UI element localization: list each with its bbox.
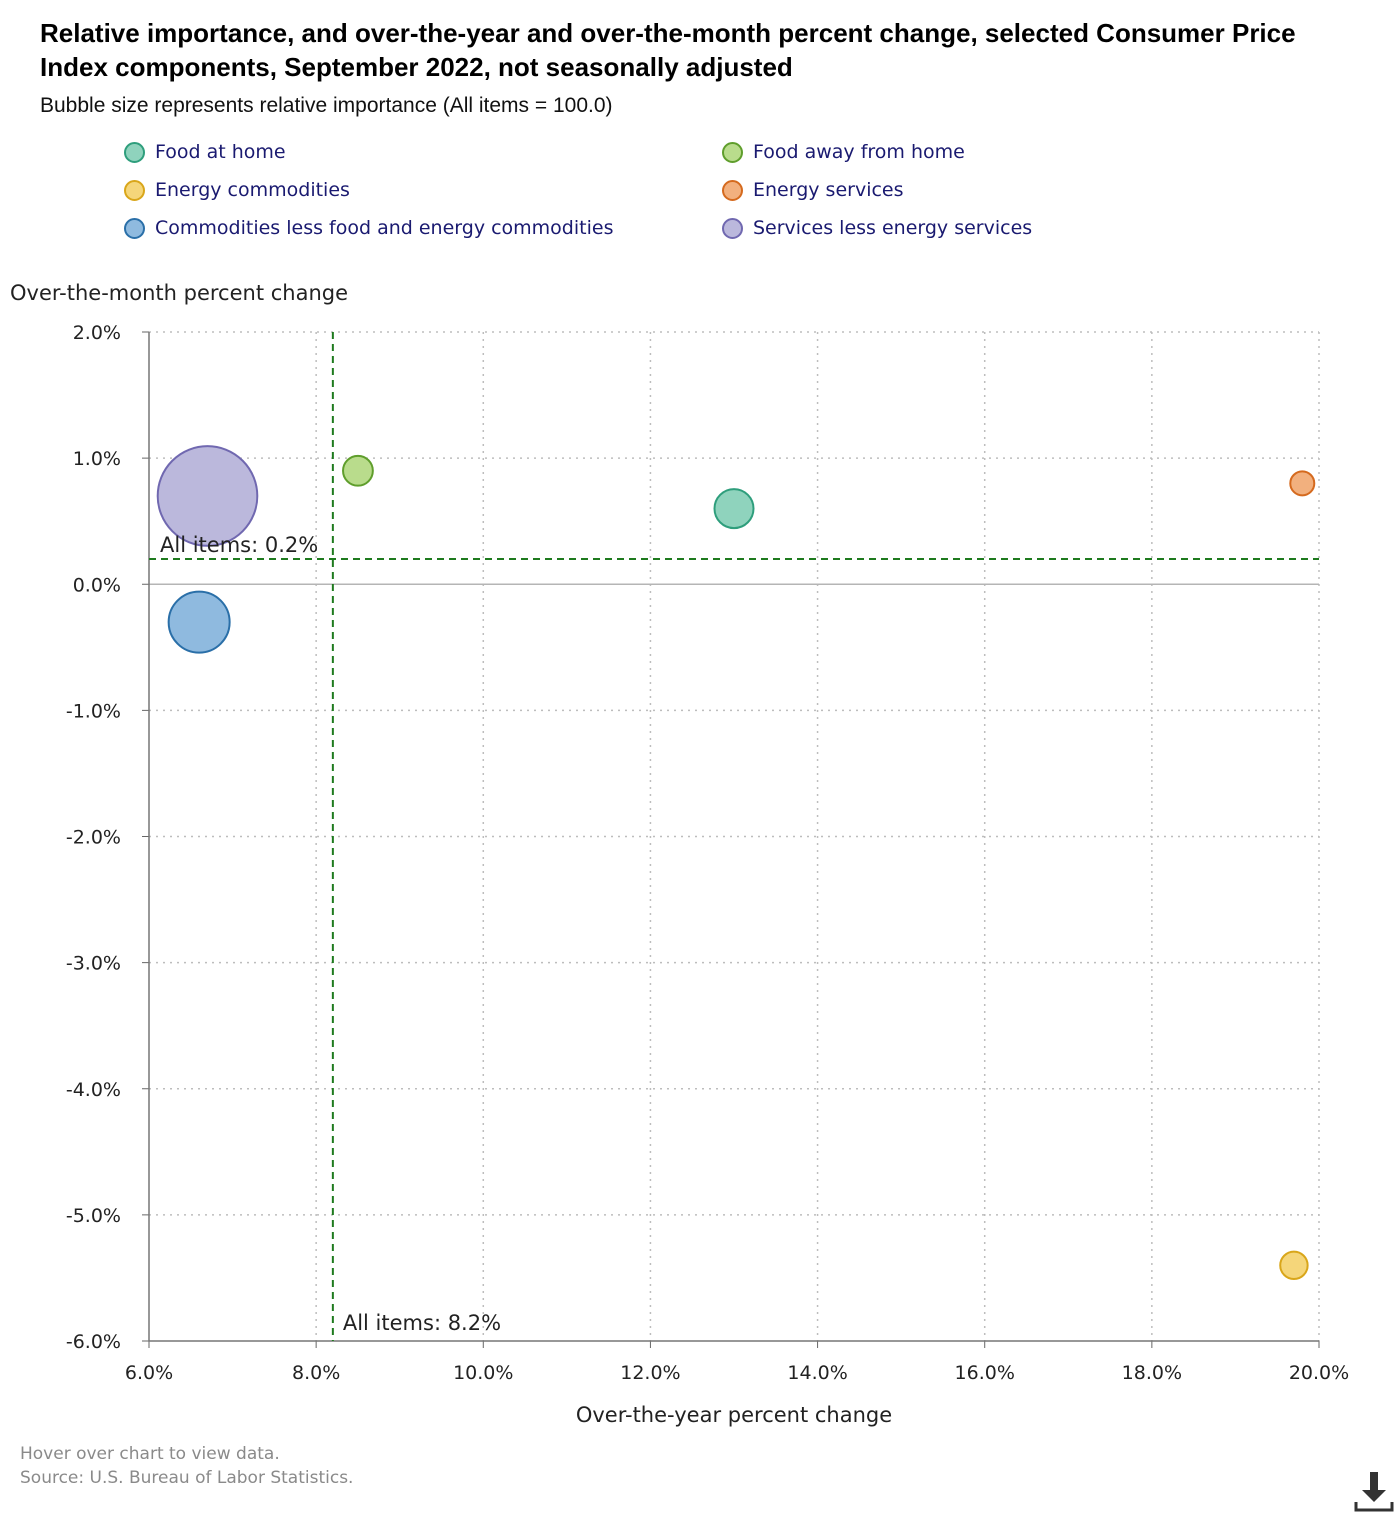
download-icon[interactable]	[1352, 1470, 1396, 1514]
x-tick-label: 12.0%	[620, 1362, 680, 1384]
reference-lines	[149, 332, 1319, 1341]
all-items-yearly-label: All items: 8.2%	[343, 1311, 501, 1335]
legend-label: Services less energy services	[753, 217, 1033, 239]
bubble-food-at-home[interactable]	[713, 488, 755, 530]
bubble-food-away-from-home[interactable]	[342, 454, 374, 487]
bubble-chart[interactable]: Over-the-month percent change All items:…	[0, 270, 1400, 1440]
bubble-services-less-energy-services[interactable]	[156, 445, 259, 547]
all-items-monthly-label: All items: 0.2%	[160, 533, 318, 557]
x-tick-label: 20.0%	[1289, 1362, 1349, 1384]
chart-title: Relative importance, and over-the-year a…	[40, 18, 1296, 82]
legend-item-food-at-home[interactable]: Food at home	[124, 136, 286, 168]
x-tick-label: 8.0%	[292, 1362, 340, 1384]
legend-label: Food away from home	[753, 141, 965, 163]
x-tick-label: 18.0%	[1122, 1362, 1182, 1384]
bubbles[interactable]	[156, 445, 1316, 1281]
legend-label: Energy commodities	[155, 179, 350, 201]
axes	[142, 331, 1320, 1348]
y-tick-label: 2.0%	[73, 322, 121, 344]
x-tick-label: 10.0%	[453, 1362, 513, 1384]
tick-labels: 2.0% 1.0% 0.0% -1.0% -2.0% -3.0% -4.0% -5.0% -6.…	[66, 322, 1349, 1384]
legend-item-energy-commodities[interactable]: Energy commodities	[124, 174, 350, 206]
hover-note: Hover over chart to view data.	[20, 1444, 280, 1464]
legend-item-energy-services[interactable]: Energy services	[722, 174, 904, 206]
gridlines	[149, 331, 1320, 1341]
y-tick-label: -5.0%	[66, 1205, 121, 1227]
legend: Food at home Food away from home Energy co…	[124, 136, 1124, 250]
chart-area[interactable]: Over-the-month percent change All items:…	[0, 270, 1400, 1440]
footer: Hover over chart to view data. Source: U…	[20, 1442, 353, 1490]
y-tick-label: -6.0%	[66, 1331, 121, 1353]
legend-swatch	[722, 179, 743, 201]
legend-swatch	[124, 141, 145, 163]
x-tick-label: 16.0%	[955, 1362, 1015, 1384]
bubble-commodities-less-food-and-energy-commodities[interactable]	[167, 590, 231, 654]
legend-swatch	[722, 141, 743, 163]
bubble-energy-services[interactable]	[1289, 470, 1316, 497]
legend-swatch	[124, 217, 145, 239]
legend-swatch	[124, 179, 145, 201]
legend-item-commodities-less-food-and-energy-commodities[interactable]: Commodities less food and energy commodi…	[124, 212, 613, 244]
bubble-energy-commodities[interactable]	[1279, 1250, 1309, 1281]
source-note: Source: U.S. Bureau of Labor Statistics.	[20, 1468, 354, 1488]
y-tick-label: -4.0%	[66, 1079, 121, 1101]
y-tick-label: -2.0%	[66, 827, 121, 849]
y-axis-label: Over-the-month percent change	[10, 281, 348, 305]
legend-label: Energy services	[753, 179, 904, 201]
legend-label: Food at home	[155, 141, 286, 163]
reference-labels: All items: 0.2% All items: 8.2%	[160, 533, 501, 1335]
legend-item-services-less-energy-services[interactable]: Services less energy services	[722, 212, 1032, 244]
x-axis-label: Over-the-year percent change	[576, 1403, 892, 1427]
legend-swatch	[722, 217, 743, 239]
chart-subtitle: Bubble size represents relative importan…	[40, 94, 613, 117]
y-tick-label: -3.0%	[66, 953, 121, 975]
x-tick-label: 6.0%	[125, 1362, 173, 1384]
legend-item-food-away-from-home[interactable]: Food away from home	[722, 136, 965, 168]
legend-label: Commodities less food and energy commodi…	[155, 217, 614, 239]
y-tick-label: 0.0%	[73, 574, 121, 596]
y-tick-label: -1.0%	[66, 700, 121, 722]
x-tick-label: 14.0%	[787, 1362, 847, 1384]
y-tick-label: 1.0%	[73, 448, 121, 470]
